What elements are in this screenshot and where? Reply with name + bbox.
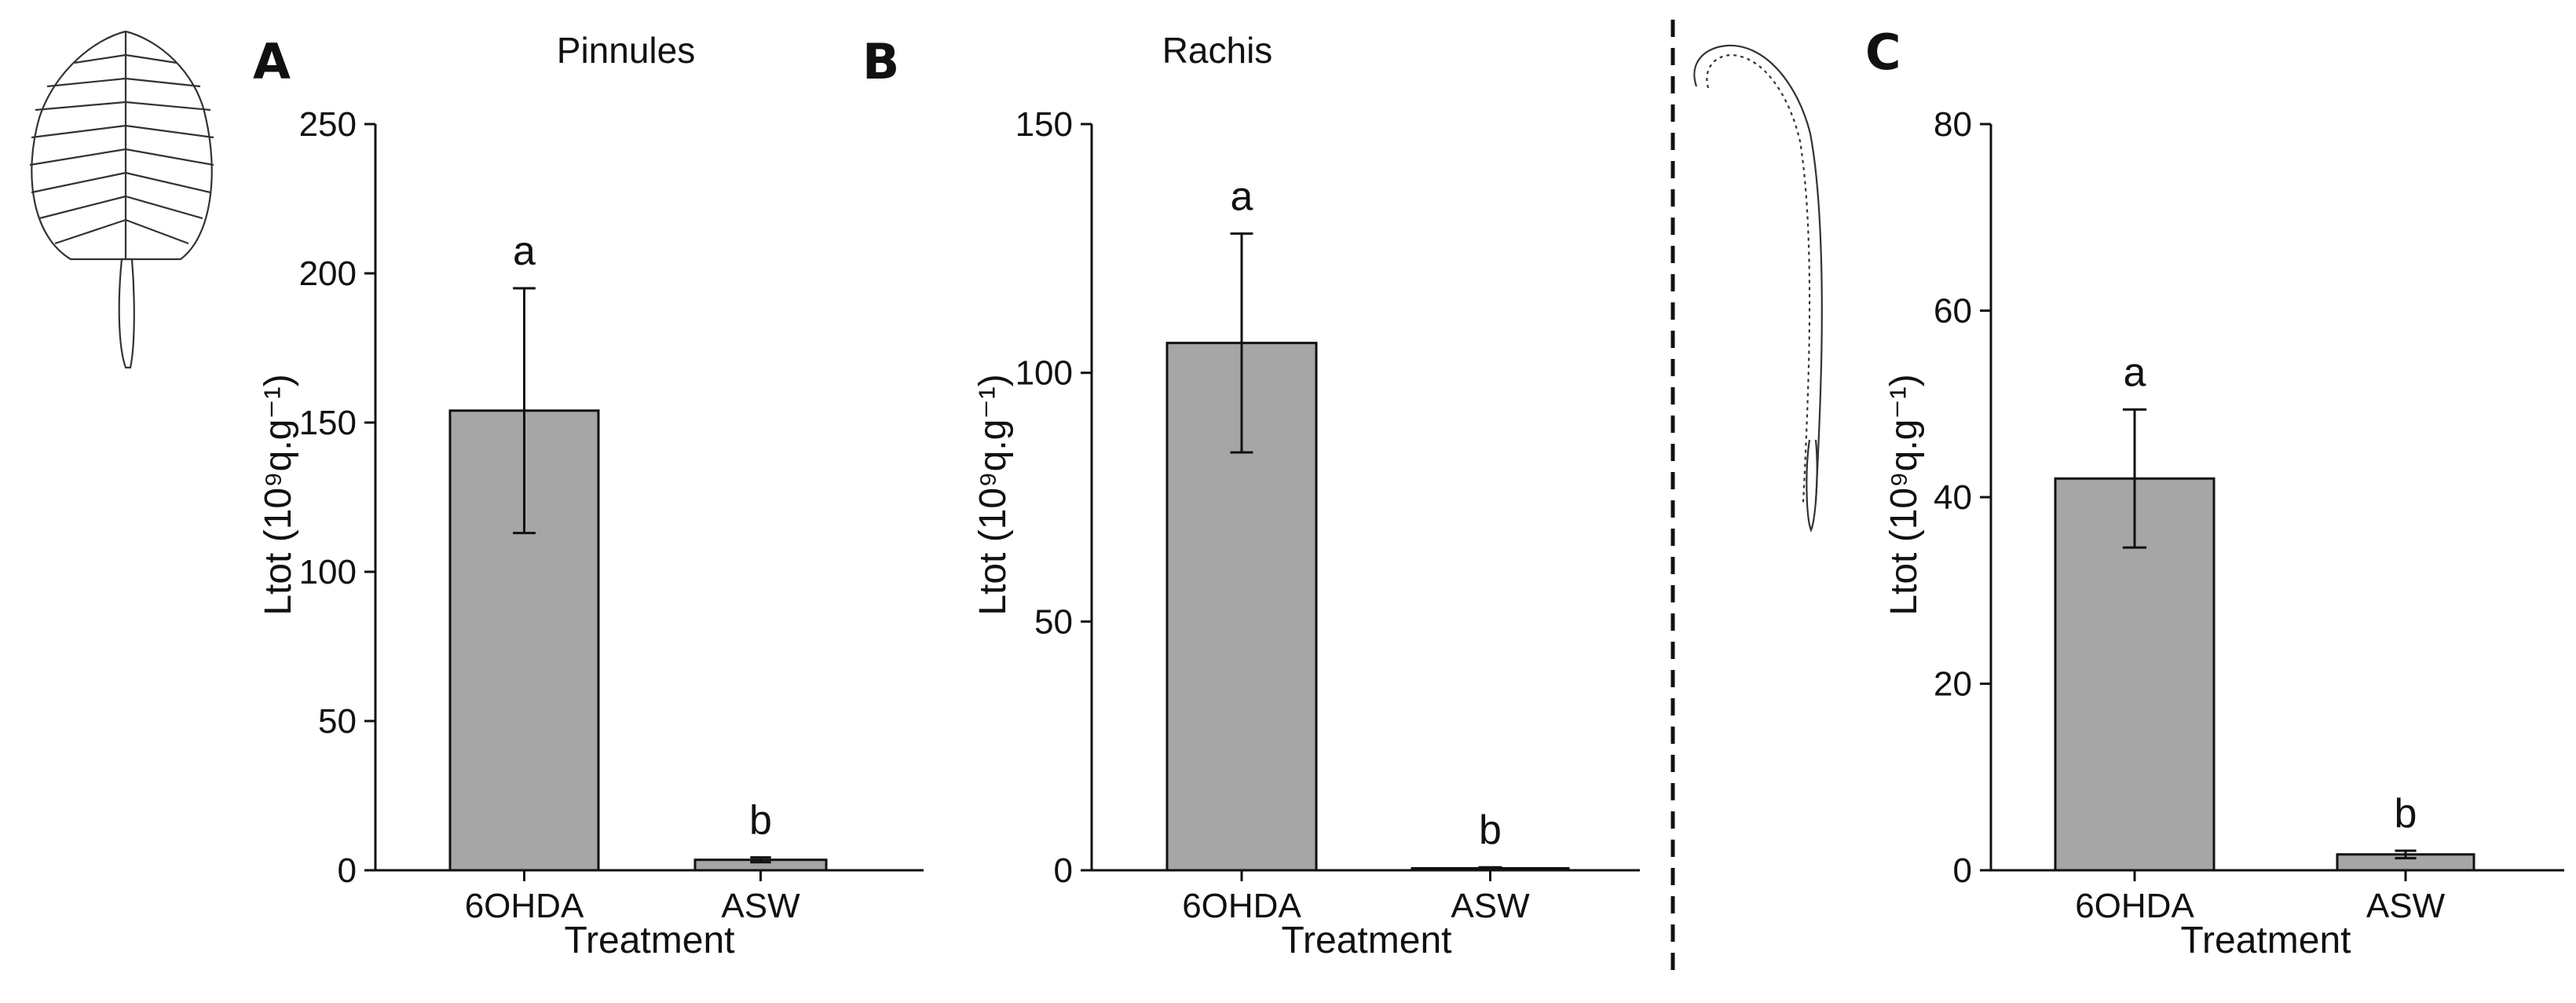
panel-a-marks: 0 50 100 150 200 250 6OHDA a ASW b [299,105,924,925]
panel-a-title: Pinnules [557,30,695,71]
y-tick-label: 0 [1054,851,1073,890]
significance-letter: b [2395,791,2417,836]
x-tick-label: ASW [2366,887,2446,925]
y-tick-label: 20 [1934,665,1972,704]
y-tick-label: 100 [1015,354,1073,393]
panel-c-x-axis-title: Treatment [2181,920,2351,961]
significance-letter: a [1231,174,1253,219]
significance-letter: b [749,798,772,844]
panel-c-y-axis-title: Ltot (10⁹q.g⁻¹) [1883,374,1925,615]
panel-a-y-axis-title: Ltot (10⁹q.g⁻¹) [258,374,299,615]
panel-b-title: Rachis [1162,30,1273,71]
panel-c: C Ltot (10⁹q.g⁻¹) Treatment 0 20 40 60 80 6OH… [1865,24,2564,961]
y-tick-label: 250 [299,105,357,144]
y-tick-label: 0 [338,851,357,890]
x-tick-label: ASW [1451,887,1530,925]
y-tick-label: 40 [1934,478,1972,517]
significance-letter: b [1479,807,1502,853]
panel-a: A Pinnules Ltot (10⁹q.g⁻¹) Treatment 0 50… [253,30,924,961]
pinnule-illustration [29,30,214,369]
significance-letter: a [2124,350,2146,395]
y-tick-label: 50 [318,702,357,741]
y-tick-label: 150 [1015,105,1073,144]
y-tick-label: 0 [1953,851,1972,890]
y-tick-label: 60 [1934,292,1972,331]
panel-c-marks: 0 20 40 60 80 6OHDA a ASW b [1934,105,2564,925]
panel-a-x-axis-title: Treatment [565,920,735,961]
x-tick-label: 6OHDA [1182,887,1301,925]
y-tick-label: 50 [1034,602,1073,641]
y-tick-label: 200 [299,254,357,293]
x-tick-label: ASW [721,887,800,925]
x-tick-label: 6OHDA [465,887,584,925]
y-tick-label: 100 [299,553,357,591]
panel-b-x-axis-title: Treatment [1282,920,1452,961]
y-tick-label: 80 [1934,105,1972,144]
panel-letter-c: C [1865,24,1901,81]
y-tick-label: 150 [299,404,357,442]
panel-b-marks: 0 50 100 150 6OHDA a ASW b [1015,105,1640,925]
panel-b: B Rachis Ltot (10⁹q.g⁻¹) Treatment 0 50 10… [862,30,1640,961]
significance-letter: a [513,229,536,274]
panel-b-y-axis-title: Ltot (10⁹q.g⁻¹) [972,374,1014,615]
x-tick-label: 6OHDA [2075,887,2194,925]
panel-letter-a: A [253,33,291,90]
panel-letter-b: B [862,33,899,90]
sea-pen-illustration [1693,44,1823,533]
